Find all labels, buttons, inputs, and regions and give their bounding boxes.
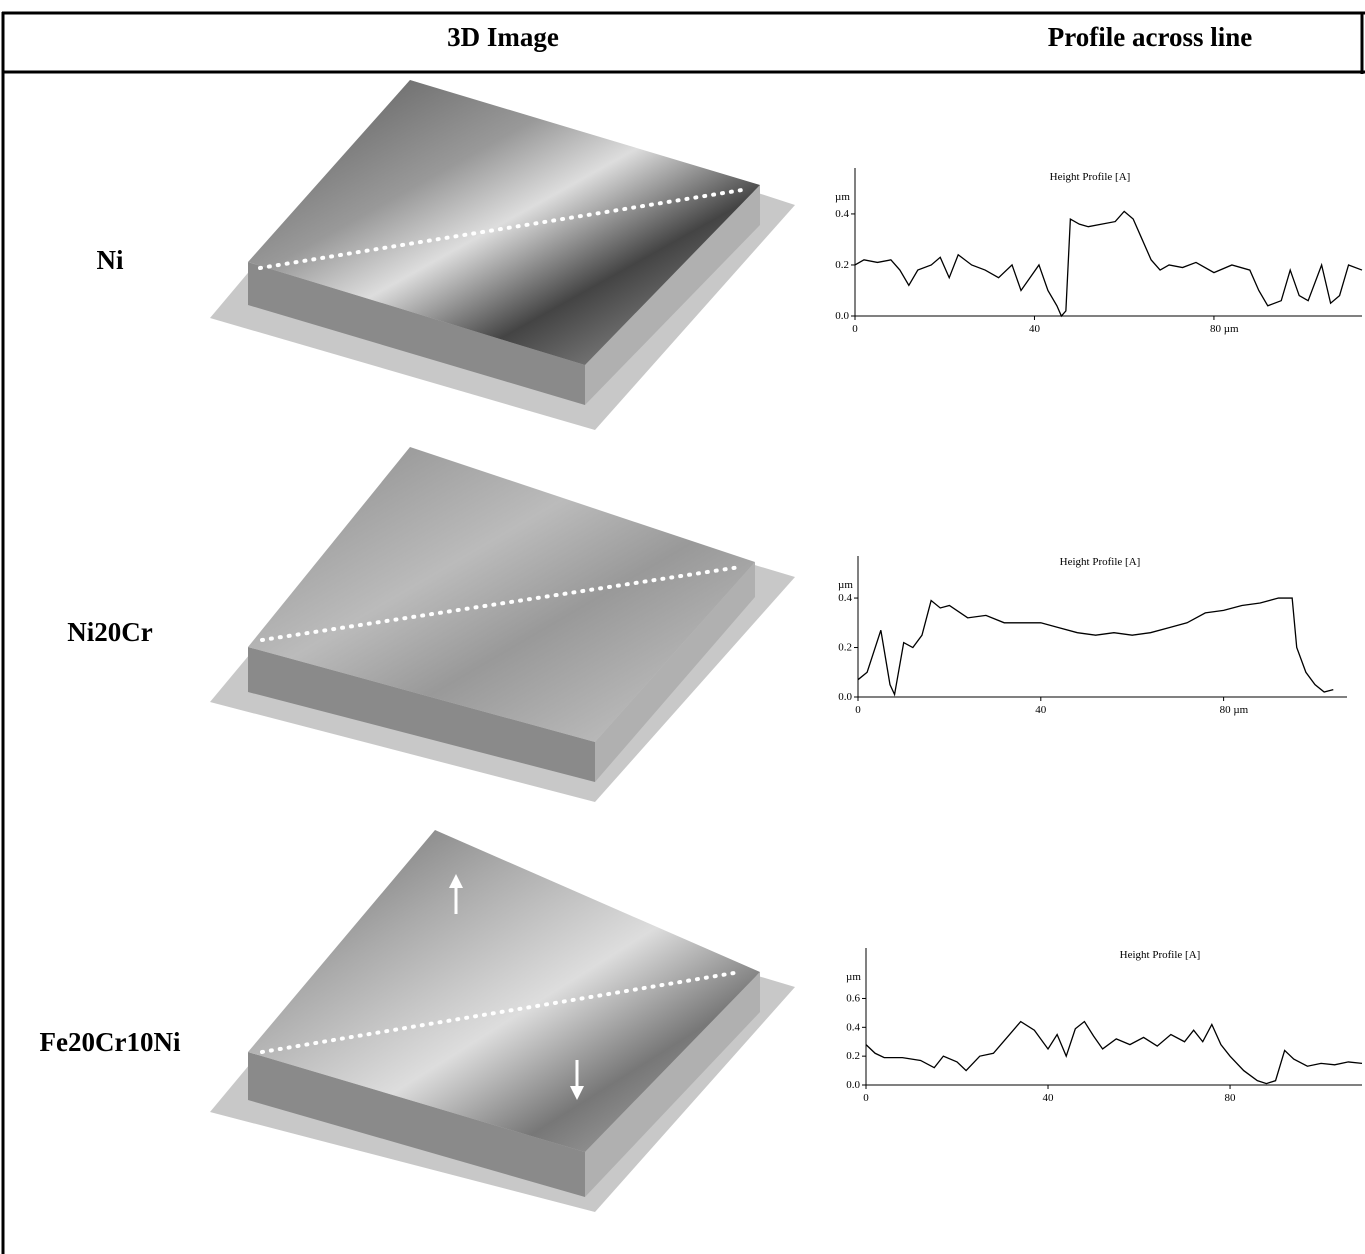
x-tick-label: 0 — [863, 1092, 869, 1104]
row-label: Ni — [97, 245, 124, 275]
y-tick-label: 0.4 — [838, 592, 852, 604]
header: 3D Image — [447, 22, 559, 52]
profile-line — [865, 1020, 1363, 1085]
x-tick-label: 80 — [1225, 1092, 1237, 1104]
surface-3d — [210, 447, 795, 802]
header: Profile across line — [1048, 22, 1252, 52]
x-tick-label: 40 — [1029, 323, 1041, 335]
x-tick-label: 40 — [1035, 704, 1047, 716]
y-tick-label: 0.2 — [835, 259, 849, 271]
y-axis-label: µm — [838, 579, 853, 591]
x-tick-label: 80 µm — [1210, 323, 1239, 335]
x-tick-label: 0 — [855, 704, 861, 716]
y-tick-label: 0.6 — [846, 992, 860, 1004]
table-frame — [1, 11, 1365, 1254]
y-axis-label: µm — [846, 971, 861, 983]
y-tick-label: 0.0 — [846, 1079, 860, 1091]
surface-3d — [210, 830, 795, 1212]
y-tick-label: 0.0 — [838, 691, 852, 703]
surface-3d — [210, 80, 795, 430]
y-tick-label: 0.4 — [835, 208, 849, 220]
row-label: Ni20Cr — [67, 617, 152, 647]
chart-title: Height Profile [A] — [1060, 556, 1141, 568]
row-label: Fe20Cr10Ni — [40, 1027, 181, 1057]
y-tick-label: 0.2 — [846, 1050, 860, 1062]
profile-line — [857, 597, 1334, 697]
x-tick-label: 40 — [1043, 1092, 1055, 1104]
profile-line — [854, 210, 1363, 318]
x-tick-label: 0 — [852, 323, 858, 335]
y-tick-label: 0.4 — [846, 1021, 860, 1033]
x-tick-label: 80 µm — [1220, 704, 1249, 716]
y-tick-label: 0.0 — [835, 310, 849, 322]
chart-title: Height Profile [A] — [1120, 949, 1201, 961]
chart-title: Height Profile [A] — [1050, 171, 1131, 183]
y-tick-label: 0.2 — [838, 642, 852, 654]
y-axis-label: µm — [835, 191, 850, 203]
